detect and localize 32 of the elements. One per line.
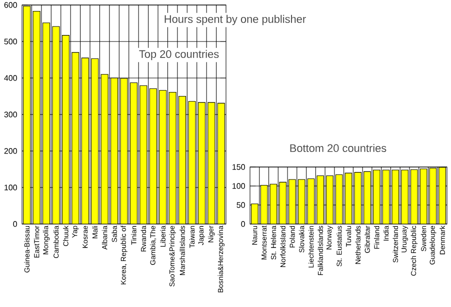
bar: [438, 167, 446, 224]
bar: [288, 179, 296, 224]
bar: [159, 90, 167, 224]
bar: [401, 170, 408, 224]
bar: [62, 35, 70, 224]
y-tick-label: 400: [4, 75, 17, 81]
chart-title: Bottom 20 countries: [290, 144, 386, 152]
bar: [198, 102, 206, 224]
bar: [149, 88, 157, 224]
y-tick-label: 0: [13, 221, 17, 227]
y-tick-label: 300: [4, 112, 17, 118]
bar: [42, 22, 50, 224]
bar: [23, 6, 30, 224]
bar: [364, 171, 371, 224]
y-tick-label: 50: [236, 202, 245, 208]
y-tick-label: 100: [4, 184, 17, 190]
bar: [91, 58, 99, 224]
y-tick-label: 100: [232, 183, 245, 189]
bar: [217, 102, 225, 224]
bar: [110, 78, 118, 224]
text: Hours spent by one publisher: [164, 14, 306, 26]
y-tick-label: 0: [241, 221, 245, 227]
bar: [32, 10, 40, 224]
bar: [130, 82, 138, 224]
text: Top 20 countries: [139, 50, 219, 60]
y-tick-label: 500: [4, 38, 17, 44]
y-tick-label: 600: [4, 2, 17, 8]
bar: [326, 175, 334, 224]
bar: [178, 96, 186, 224]
y-tick-label: 200: [4, 148, 17, 154]
y-tick-label: 150: [232, 164, 245, 170]
bar: [81, 58, 89, 224]
